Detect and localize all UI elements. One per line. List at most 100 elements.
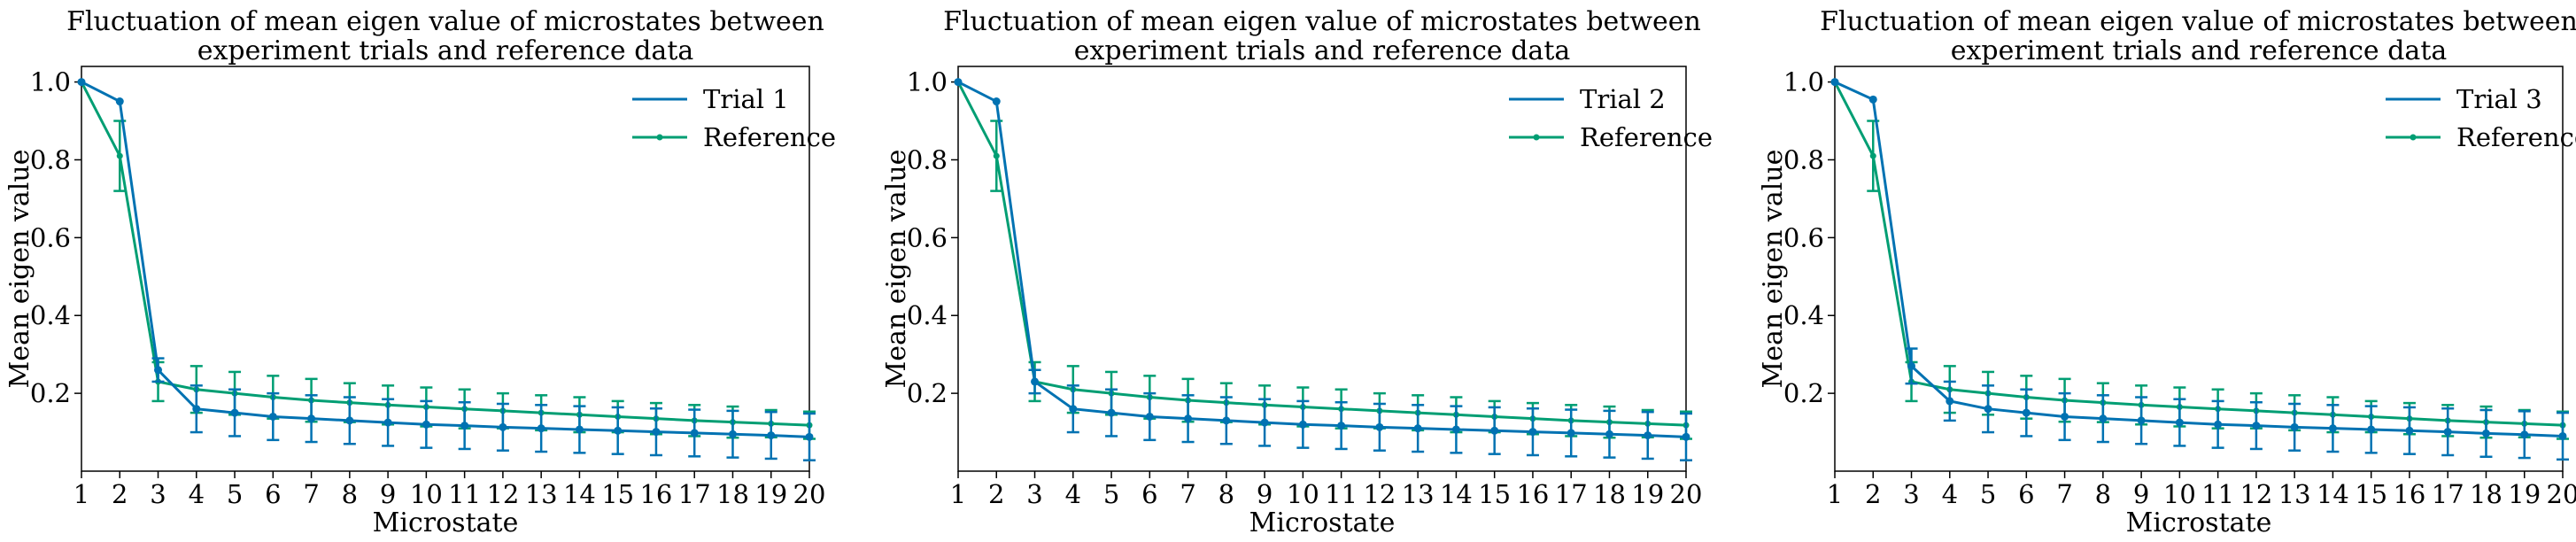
data-point — [2175, 418, 2184, 427]
data-point — [690, 429, 699, 437]
data-point — [2214, 420, 2223, 429]
data-point — [2099, 414, 2108, 423]
x-tick-label: 16 — [2393, 479, 2425, 509]
data-point — [1298, 420, 1307, 429]
x-tick-label: 4 — [1065, 479, 1081, 509]
chart-title-line: experiment trials and reference data — [1074, 35, 1571, 66]
x-tick-label: 6 — [265, 479, 281, 509]
data-point — [1907, 361, 1916, 370]
x-tick-label: 18 — [1593, 479, 1626, 509]
x-axis-label: Microstate — [1249, 507, 1396, 538]
x-tick-label: 3 — [1903, 479, 1919, 509]
x-tick-label: 16 — [1516, 479, 1549, 509]
x-tick-label: 11 — [1325, 479, 1358, 509]
chart-title-line: experiment trials and reference data — [1951, 35, 2448, 66]
x-tick-label: 15 — [601, 479, 634, 509]
x-tick-label: 1 — [950, 479, 966, 509]
data-point — [1260, 418, 1269, 427]
x-tick-label: 3 — [1026, 479, 1042, 509]
data-point — [767, 431, 776, 440]
legend: Trial 3 Reference — [2386, 84, 2576, 152]
x-tick-label: 13 — [525, 479, 558, 509]
data-point — [422, 420, 430, 429]
data-point — [1869, 152, 1876, 159]
data-point — [993, 152, 1000, 159]
data-point — [1830, 78, 1839, 87]
x-axis-label: Microstate — [2126, 507, 2272, 538]
x-tick-label: 8 — [1218, 479, 1234, 509]
x-tick-label: 14 — [2317, 479, 2349, 509]
x-tick-label: 1 — [1827, 479, 1843, 509]
x-tick-label: 4 — [189, 479, 205, 509]
chart-panel-2: Fluctuation of mean eigen value of micro… — [881, 6, 1713, 538]
data-point — [2022, 408, 2031, 417]
x-tick-label: 9 — [1257, 479, 1273, 509]
data-point — [954, 78, 963, 87]
y-axis-label: Mean eigen value — [1758, 150, 1789, 389]
data-point — [2137, 416, 2146, 425]
x-tick-label: 5 — [1103, 479, 1119, 509]
chart-title-line: experiment trials and reference data — [197, 35, 694, 66]
x-tick-label: 18 — [716, 479, 749, 509]
legend-label: Reference — [1580, 122, 1713, 152]
y-tick-label: 0.2 — [30, 378, 71, 408]
y-tick-label: 1.0 — [907, 67, 948, 97]
data-point — [1528, 428, 1537, 437]
y-tick-label: 0.8 — [30, 144, 71, 174]
data-point — [652, 428, 661, 437]
data-point — [268, 412, 277, 421]
data-point — [1868, 95, 1877, 104]
series-line — [81, 81, 810, 438]
y-axis-label: Mean eigen value — [881, 150, 912, 389]
data-point — [2520, 430, 2529, 439]
x-tick-label: 15 — [2355, 479, 2387, 509]
plot-frame — [81, 66, 810, 472]
y-axis-label: Mean eigen value — [4, 150, 35, 389]
x-tick-label: 12 — [2239, 479, 2272, 509]
x-tick-label: 8 — [2095, 479, 2111, 509]
data-point — [307, 414, 316, 423]
x-tick-label: 20 — [793, 479, 826, 509]
x-tick-label: 18 — [2470, 479, 2503, 509]
data-point — [1682, 432, 1690, 441]
data-point — [2481, 429, 2490, 437]
legend-label: Trial 3 — [2456, 84, 2542, 114]
x-tick-label: 2 — [112, 479, 128, 509]
x-tick-label: 10 — [1287, 479, 1319, 509]
data-point — [2405, 426, 2414, 435]
chart-title-line: Fluctuation of mean eigen value of micro… — [66, 6, 824, 37]
y-tick-label: 0.4 — [30, 300, 71, 330]
data-point — [1605, 430, 1613, 438]
data-point — [2443, 428, 2452, 437]
x-tick-label: 3 — [150, 479, 166, 509]
data-point — [460, 422, 469, 430]
data-point — [230, 408, 239, 417]
data-point — [1375, 422, 1384, 431]
data-point — [1184, 414, 1193, 423]
data-point — [2061, 412, 2069, 421]
series-trial — [77, 78, 816, 461]
x-tick-label: 10 — [2163, 479, 2196, 509]
x-tick-label: 6 — [1141, 479, 1157, 509]
data-point — [1451, 425, 1460, 434]
legend: Trial 1 Reference — [632, 84, 836, 152]
x-tick-label: 17 — [2432, 479, 2464, 509]
y-tick-label: 1.0 — [30, 67, 71, 97]
x-tick-label: 6 — [2018, 479, 2034, 509]
data-point — [192, 405, 201, 414]
data-point — [992, 97, 1001, 106]
chart-panel-1: Fluctuation of mean eigen value of micro… — [4, 6, 836, 538]
y-tick-label: 0.6 — [907, 222, 948, 252]
data-point — [383, 418, 392, 427]
data-point — [499, 422, 507, 431]
data-point — [1069, 405, 1078, 414]
x-tick-label: 19 — [1631, 479, 1664, 509]
data-point — [2367, 425, 2376, 434]
x-tick-label: 9 — [2133, 479, 2149, 509]
series-trial — [1830, 78, 2569, 461]
series-line — [957, 81, 1687, 438]
x-tick-label: 19 — [2508, 479, 2541, 509]
y-tick-label: 0.6 — [30, 222, 71, 252]
data-point — [2558, 431, 2567, 440]
legend-label: Trial 2 — [1580, 84, 1666, 114]
